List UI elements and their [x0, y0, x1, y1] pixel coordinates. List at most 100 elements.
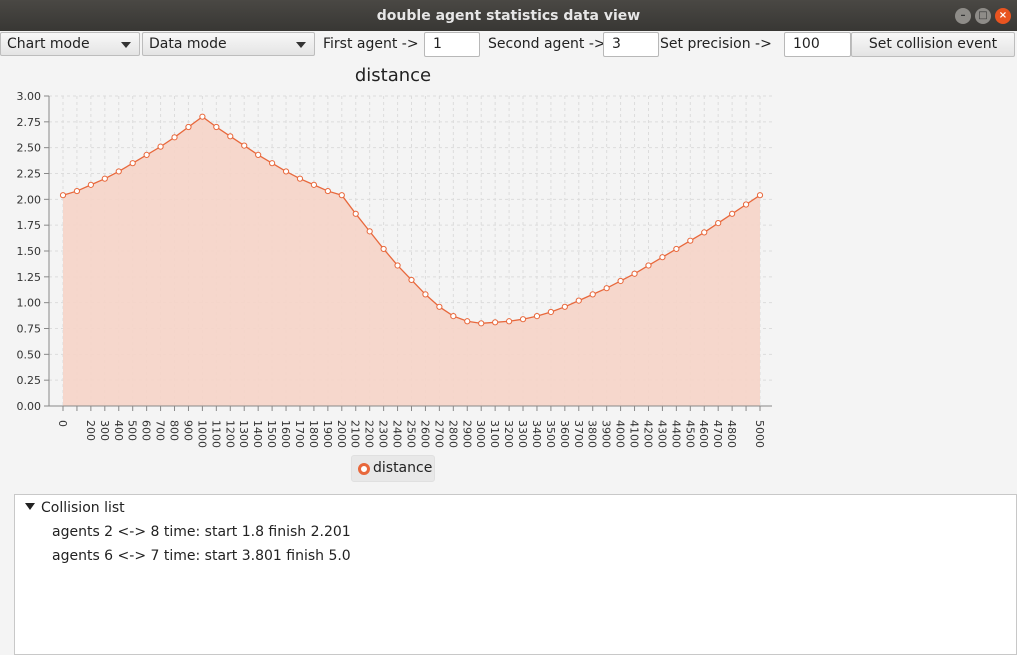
data-point[interactable]	[701, 229, 708, 236]
data-point[interactable]	[129, 160, 136, 167]
x-tick-label: 2800	[446, 420, 459, 448]
data-point[interactable]	[561, 303, 568, 310]
x-tick-label: 1200	[223, 420, 236, 448]
x-tick-label: 1800	[307, 420, 320, 448]
data-point[interactable]	[157, 143, 164, 150]
data-point[interactable]	[729, 210, 736, 217]
data-point[interactable]	[143, 151, 150, 159]
data-point[interactable]	[450, 313, 457, 320]
chart-mode-select[interactable]: Chart mode	[0, 32, 140, 56]
second-agent-input[interactable]: 3	[603, 32, 659, 57]
minimize-icon[interactable]: –	[955, 8, 971, 24]
data-point[interactable]	[338, 192, 345, 199]
y-tick-label: 2.25	[17, 168, 42, 181]
data-point[interactable]	[436, 303, 443, 310]
data-point[interactable]	[617, 277, 624, 285]
data-point[interactable]	[59, 192, 67, 199]
data-point[interactable]	[742, 201, 750, 208]
data-point[interactable]	[492, 319, 499, 326]
data-point[interactable]	[296, 175, 304, 182]
data-point[interactable]	[547, 308, 555, 316]
x-tick-label: 4300	[655, 420, 668, 448]
data-point[interactable]	[255, 151, 262, 159]
y-axis: 0.00 0.25 0.50 0.75 1.00 1.25 1.50 1.75 2.00 2.25…	[17, 90, 50, 413]
data-point[interactable]	[171, 134, 178, 141]
close-icon[interactable]: ×	[995, 8, 1011, 24]
x-tick-label: 3200	[502, 420, 515, 448]
y-tick-label: 1.50	[17, 245, 42, 258]
data-point[interactable]	[310, 181, 318, 188]
data-point[interactable]	[352, 210, 359, 217]
data-point[interactable]	[213, 123, 220, 131]
collision-list-root[interactable]: Collision list	[25, 500, 125, 516]
data-point[interactable]	[101, 175, 108, 182]
toolbar: Chart mode Data mode First agent -> 1 Se…	[0, 31, 1017, 58]
data-point[interactable]	[464, 318, 471, 325]
data-point[interactable]	[533, 313, 541, 320]
data-point[interactable]	[715, 220, 722, 227]
data-point[interactable]	[687, 237, 694, 244]
data-point[interactable]	[422, 291, 429, 298]
data-point[interactable]	[282, 168, 290, 175]
data-point[interactable]	[575, 297, 582, 304]
data-point[interactable]	[659, 254, 666, 261]
x-tick-label: 3800	[586, 420, 599, 448]
data-point[interactable]	[115, 168, 122, 175]
chart-mode-label: Chart mode	[7, 36, 90, 52]
y-tick-label: 2.00	[17, 193, 42, 206]
first-agent-input[interactable]: 1	[424, 32, 480, 57]
collision-item[interactable]: agents 6 <-> 7 time: start 3.801 finish …	[52, 548, 351, 564]
triangle-down-icon[interactable]	[25, 503, 35, 510]
data-point[interactable]	[589, 291, 596, 298]
data-point[interactable]	[73, 187, 81, 195]
x-tick-label: 0	[56, 420, 69, 427]
x-tick-label: 2600	[418, 420, 431, 448]
legend-item-distance[interactable]: distance	[351, 455, 435, 482]
x-tick-label: 2500	[405, 420, 418, 448]
data-point[interactable]	[366, 228, 373, 235]
data-point[interactable]	[87, 181, 94, 188]
data-point[interactable]	[324, 187, 331, 195]
legend-label: distance	[373, 460, 433, 476]
data-point[interactable]	[269, 160, 276, 167]
chevron-down-icon	[296, 42, 306, 48]
x-tick-label: 3700	[572, 420, 585, 448]
y-tick-label: 3.00	[17, 90, 42, 103]
x-tick-label: 3400	[530, 420, 543, 448]
y-tick-label: 0.75	[17, 323, 42, 336]
data-point[interactable]	[673, 245, 680, 253]
data-point[interactable]	[227, 133, 234, 140]
data-point[interactable]	[519, 316, 527, 323]
x-tick-label: 800	[168, 420, 181, 441]
data-point[interactable]	[645, 262, 652, 269]
x-tick-label: 900	[181, 420, 194, 441]
data-point[interactable]	[199, 113, 206, 120]
data-point[interactable]	[631, 270, 638, 277]
data-point[interactable]	[241, 142, 248, 149]
data-point[interactable]	[505, 318, 513, 325]
x-tick-label: 1400	[251, 420, 264, 448]
data-point[interactable]	[185, 123, 192, 131]
data-point[interactable]	[394, 262, 401, 269]
x-tick-label: 3900	[600, 420, 613, 448]
maximize-icon[interactable]: □	[975, 8, 991, 24]
x-tick-label: 4400	[669, 420, 682, 448]
data-point[interactable]	[408, 276, 415, 284]
x-tick-label: 2400	[391, 420, 404, 448]
data-point[interactable]	[478, 320, 485, 327]
y-tick-label: 1.00	[17, 297, 42, 310]
collision-item[interactable]: agents 2 <-> 8 time: start 1.8 finish 2.…	[52, 524, 351, 540]
precision-input[interactable]: 100	[784, 32, 851, 57]
data-point[interactable]	[756, 192, 764, 199]
x-tick-label: 3300	[516, 420, 529, 448]
set-collision-event-button[interactable]: Set collision event	[851, 32, 1015, 57]
x-tick-label: 1000	[195, 420, 208, 448]
x-tick-label: 2700	[432, 420, 445, 448]
data-mode-select[interactable]: Data mode	[142, 32, 315, 56]
data-point[interactable]	[603, 285, 610, 292]
data-point[interactable]	[380, 245, 387, 253]
y-tick-label: 2.50	[17, 142, 42, 155]
y-tick-label: 0.50	[17, 348, 42, 361]
data-points	[59, 113, 764, 327]
x-tick-label: 3100	[488, 420, 501, 448]
